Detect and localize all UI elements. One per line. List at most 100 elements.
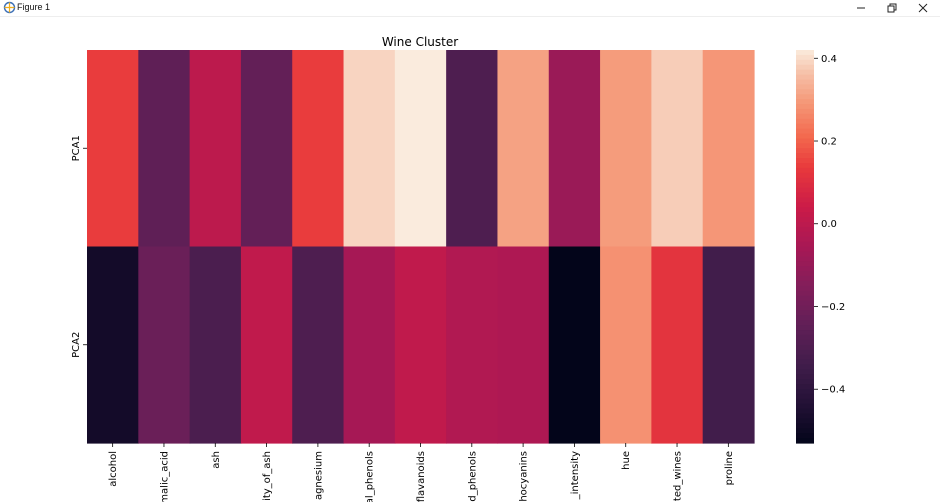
- colorbar-segment: [796, 388, 814, 395]
- app-icon: [3, 1, 16, 14]
- colorbar-segment: [796, 138, 814, 144]
- colorbar-segment: [796, 300, 814, 307]
- heatmap-cell: [702, 50, 755, 248]
- colorbar-segment: [796, 369, 814, 375]
- colorbar-segment: [796, 330, 814, 336]
- colorbar-segment: [796, 251, 814, 257]
- colorbar-segment: [796, 246, 814, 253]
- heatmap-cells: [87, 50, 755, 444]
- colorbar-segment: [796, 50, 814, 56]
- colorbar-segment: [796, 172, 814, 179]
- close-button[interactable]: [908, 0, 938, 16]
- heatmap-cell: [548, 50, 601, 248]
- colorbar-segment: [796, 413, 814, 420]
- colorbar-segment: [796, 408, 814, 415]
- column-label: _intensity: [570, 451, 581, 500]
- close-icon: [918, 3, 928, 13]
- heatmap-cell: [600, 50, 652, 248]
- heatmap-cell: [189, 246, 242, 444]
- colorbar-segment: [796, 226, 814, 233]
- chart-title: Wine Cluster: [382, 35, 458, 49]
- column-label: hocyanins: [519, 451, 530, 502]
- heatmap-cell: [87, 50, 139, 248]
- colorbar-segment: [796, 256, 814, 262]
- minimize-icon: [857, 7, 865, 9]
- colorbar-segment: [796, 123, 814, 130]
- colorbar-segment: [796, 280, 814, 287]
- heatmap-cell: [343, 50, 396, 248]
- row-labels: PCA1 PCA2: [71, 135, 87, 358]
- colorbar-segment: [796, 192, 814, 198]
- colorbar-segment: [796, 217, 814, 223]
- colorbar-segment: [796, 64, 814, 71]
- colorbar-segment: [796, 290, 814, 297]
- colorbar-segment: [796, 310, 814, 316]
- colorbar-segment: [796, 207, 814, 213]
- colorbar-segment: [796, 393, 814, 400]
- colorbar-segment: [796, 241, 814, 248]
- colorbar-tick-label: 0.2: [821, 137, 837, 148]
- heatmap-cell: [600, 246, 652, 444]
- colorbar-tick-label: 0.0: [821, 219, 837, 230]
- colorbar-segment: [796, 354, 814, 361]
- column-label: malic_acid: [159, 451, 170, 502]
- colorbar-segment: [796, 187, 814, 194]
- column-label: proline: [724, 451, 735, 485]
- column-label: al_phenols: [365, 451, 376, 502]
- colorbar-segment: [796, 143, 814, 149]
- heatmap-cell: [394, 246, 447, 444]
- colorbar-segment: [796, 359, 814, 365]
- restore-button[interactable]: [877, 0, 907, 16]
- heatmap-cell: [343, 246, 396, 444]
- colorbar-segment: [796, 202, 814, 208]
- heatmap-cell: [292, 246, 345, 444]
- heatmap-cell: [446, 50, 499, 248]
- column-label: flavanoids: [416, 451, 427, 502]
- colorbar-segment: [796, 153, 814, 159]
- heatmap-cell: [138, 246, 191, 444]
- colorbar-segment: [796, 364, 814, 370]
- colorbar-segment: [796, 59, 814, 66]
- colorbar: 0.4 0.2 0.0 −0.2 −0.4: [796, 50, 845, 444]
- colorbar-segment: [796, 108, 814, 115]
- colorbar-segment: [796, 79, 814, 85]
- colorbar-segment: [796, 398, 814, 405]
- colorbar-segment: [796, 344, 814, 351]
- colorbar-segment: [796, 84, 814, 90]
- colorbar-segment: [796, 177, 814, 184]
- column-label: ash: [211, 451, 222, 469]
- heatmap-cell: [548, 246, 601, 444]
- colorbar-segment: [796, 118, 814, 125]
- colorbar-segment: [796, 379, 814, 385]
- window-titlebar: Figure 1: [0, 0, 940, 17]
- window-title: Figure 1: [17, 2, 51, 12]
- colorbar-segment: [796, 182, 814, 189]
- colorbar-segment: [796, 438, 814, 444]
- colorbar-segment: [796, 104, 814, 110]
- colorbar-segment: [796, 266, 814, 272]
- row-label: PCA2: [71, 332, 82, 358]
- heatmap-cell: [651, 50, 704, 248]
- heatmap-cell: [446, 246, 499, 444]
- colorbar-segment: [796, 423, 814, 429]
- heatmap-cell: [702, 246, 755, 444]
- heatmap-cell: [240, 50, 293, 248]
- row-label: PCA1: [71, 135, 82, 161]
- colorbar-segment: [796, 148, 814, 154]
- colorbar-segment: [796, 418, 814, 424]
- colorbar-segment: [796, 94, 814, 100]
- colorbar-segment: [796, 162, 814, 169]
- minimize-button[interactable]: [846, 0, 876, 16]
- colorbar-segment: [796, 231, 814, 238]
- colorbar-segment: [796, 113, 814, 120]
- column-label: hue: [621, 451, 632, 470]
- colorbar-segment: [796, 403, 814, 410]
- colorbar-segment: [796, 339, 814, 346]
- heatmap-cell: [189, 50, 242, 248]
- heatmap-cell: [138, 50, 191, 248]
- colorbar-segment: [796, 212, 814, 218]
- colorbar-segment: [796, 320, 814, 326]
- heatmap-cell: [240, 246, 293, 444]
- restore-icon: [887, 3, 897, 13]
